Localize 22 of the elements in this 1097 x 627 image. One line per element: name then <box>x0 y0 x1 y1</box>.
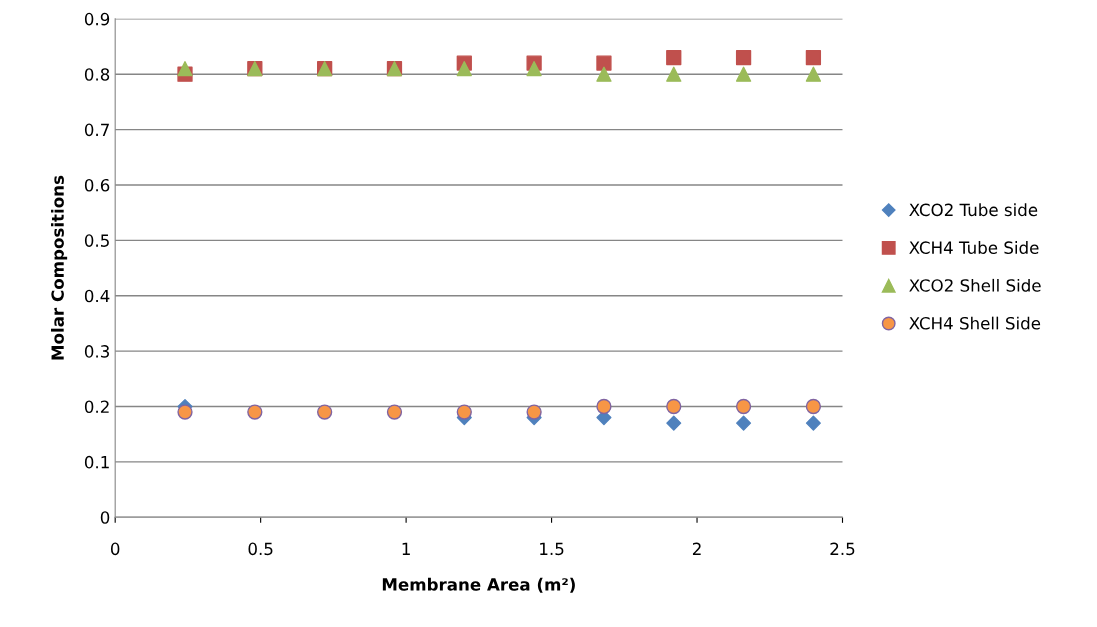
legend-label: XCH4 Shell Side <box>909 316 1041 330</box>
y-tick-label: 0.9 <box>84 12 110 26</box>
x-axis-title: Membrane Area (m²) <box>382 577 575 593</box>
x-tick-label: 1 <box>402 542 410 555</box>
x-tick-label: 2 <box>692 542 701 555</box>
x-tick-label: 2.5 <box>830 542 855 556</box>
y-tick-label: 0.6 <box>84 178 110 192</box>
x-tick-label: 0 <box>110 542 120 556</box>
legend-label: XCO2 Tube side <box>909 203 1038 217</box>
x-tick-label: 0.5 <box>248 542 273 556</box>
y-tick-label: 0.4 <box>84 289 110 303</box>
y-tick-label: 0.7 <box>84 123 109 137</box>
y-tick-label: 0.3 <box>84 345 109 358</box>
y-axis-title: Molar Compositions <box>51 175 68 360</box>
y-tick-label: 0.2 <box>84 400 109 414</box>
y-tick-label: 0.8 <box>84 68 110 81</box>
legend-label: XCH4 Tube Side <box>909 241 1039 254</box>
y-tick-label: 0.5 <box>84 234 109 247</box>
legend-label: XCO2 Shell Side <box>909 278 1041 292</box>
y-tick-label: 0.1 <box>84 455 109 469</box>
y-tick-label: 0 <box>100 511 110 524</box>
x-tick-label: 1.5 <box>540 542 564 556</box>
